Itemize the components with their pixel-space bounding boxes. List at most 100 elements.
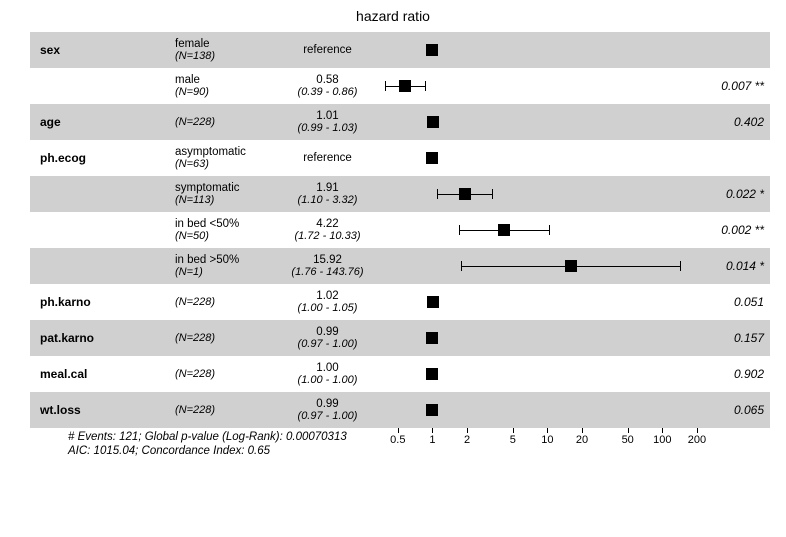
ci-cap-right [425,81,426,91]
level-n: (N=228) [175,332,275,344]
estimate-value: 0.99 [275,398,380,411]
level-name: female [175,38,275,51]
estimate-ci: (0.97 - 1.00) [275,338,380,350]
point-estimate [427,116,439,128]
estimate-label: 1.91(1.10 - 3.32) [275,182,380,207]
axis-tick: 20 [582,428,583,433]
axis-tick-label: 200 [688,434,706,446]
ci-cap-right [680,261,681,271]
ci-cap-left [437,189,438,199]
estimate-value: reference [275,44,380,57]
level-label: (N=228) [175,404,275,416]
pvalue-label: 0.007 ** [710,79,768,93]
level-label: (N=228) [175,116,275,128]
level-label: (N=228) [175,368,275,380]
variable-label: ph.ecog [30,151,175,165]
estimate-value: 1.91 [275,182,380,195]
axis-tick-label: 0.5 [390,434,405,446]
level-n: (N=50) [175,230,275,242]
point-estimate [459,188,471,200]
point-estimate [426,332,438,344]
forest-cell-plot [380,32,710,68]
axis-tick-mark [662,428,663,433]
point-estimate [426,404,438,416]
forest-row: symptomatic(N=113)1.91(1.10 - 3.32)0.022… [30,176,770,212]
axis-tick-label: 5 [510,434,516,446]
estimate-label: reference [275,44,380,57]
estimate-ci: (1.72 - 10.33) [275,230,380,242]
variable-label: sex [30,43,175,57]
level-name: in bed <50% [175,218,275,231]
axis-tick: 10 [547,428,548,433]
pvalue-label: 0.157 [710,331,768,345]
forest-row: male(N=90)0.58(0.39 - 0.86)0.007 ** [30,68,770,104]
estimate-label: 0.99(0.97 - 1.00) [275,398,380,423]
forest-cell-plot [380,320,710,356]
axis-tick-label: 1 [429,434,435,446]
forest-row: meal.cal(N=228)1.00(1.00 - 1.00)0.902 [30,356,770,392]
forest-cell-plot [380,140,710,176]
chart-title: hazard ratio [0,0,786,28]
estimate-label: 1.01(0.99 - 1.03) [275,110,380,135]
level-n: (N=228) [175,404,275,416]
estimate-label: 0.99(0.97 - 1.00) [275,326,380,351]
forest-plot: sexfemale(N=138)referencemale(N=90)0.58(… [30,32,770,428]
forest-row: ph.ecogasymptomatic(N=63)reference [30,140,770,176]
forest-cell-plot [380,68,710,104]
forest-cell-plot [380,212,710,248]
level-label: male(N=90) [175,74,275,99]
level-n: (N=1) [175,266,275,278]
forest-cell-plot [380,392,710,428]
estimate-value: 0.58 [275,74,380,87]
axis-tick-mark [697,428,698,433]
level-name: asymptomatic [175,146,275,159]
estimate-value: 1.02 [275,290,380,303]
ci-cap-right [549,225,550,235]
level-n: (N=228) [175,368,275,380]
axis-tick-label: 20 [576,434,588,446]
estimate-value: 0.99 [275,326,380,339]
estimate-value: 4.22 [275,218,380,231]
point-estimate [498,224,510,236]
level-n: (N=138) [175,50,275,62]
point-estimate [565,260,577,272]
variable-label: ph.karno [30,295,175,309]
ci-cap-left [385,81,386,91]
variable-label: meal.cal [30,367,175,381]
axis-tick: 2 [467,428,468,433]
pvalue-label: 0.902 [710,367,768,381]
point-estimate [426,152,438,164]
axis-tick-mark [628,428,629,433]
level-n: (N=228) [175,116,275,128]
footer-line-2: AIC: 1015.04; Concordance Index: 0.65 [68,444,347,458]
axis-tick: 1 [432,428,433,433]
level-n: (N=63) [175,158,275,170]
footer-line-1: # Events: 121; Global p-value (Log-Rank)… [68,430,347,444]
pvalue-label: 0.002 ** [710,223,768,237]
level-label: asymptomatic(N=63) [175,146,275,171]
x-axis: 0.5125102050100200 [380,428,710,458]
variable-label: pat.karno [30,331,175,345]
level-n: (N=113) [175,194,275,206]
ci-cap-left [461,261,462,271]
forest-cell-plot [380,104,710,140]
forest-cell-plot [380,176,710,212]
point-estimate [427,296,439,308]
level-name: symptomatic [175,182,275,195]
level-n: (N=228) [175,296,275,308]
axis-tick: 200 [697,428,698,433]
level-name: male [175,74,275,87]
level-label: in bed >50%(N=1) [175,254,275,279]
forest-row: in bed >50%(N=1)15.92(1.76 - 143.76)0.01… [30,248,770,284]
axis-tick-mark [513,428,514,433]
forest-row: age(N=228)1.01(0.99 - 1.03)0.402 [30,104,770,140]
forest-cell-plot [380,356,710,392]
estimate-ci: (1.00 - 1.05) [275,302,380,314]
ci-cap-left [459,225,460,235]
level-label: in bed <50%(N=50) [175,218,275,243]
ci-cap-right [492,189,493,199]
level-n: (N=90) [175,86,275,98]
estimate-label: reference [275,152,380,165]
level-label: female(N=138) [175,38,275,63]
axis-tick: 5 [513,428,514,433]
